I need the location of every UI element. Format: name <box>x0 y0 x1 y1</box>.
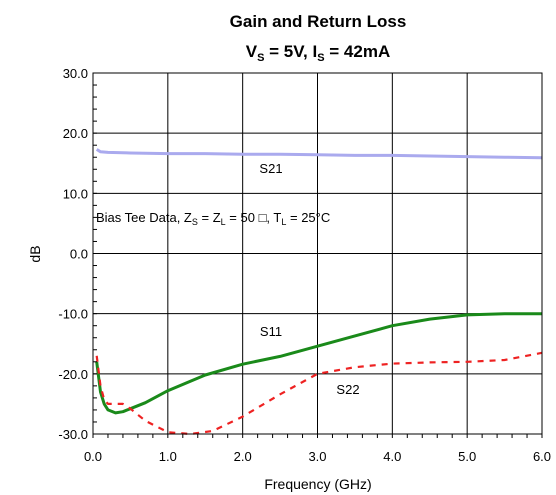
y-tick-label: 20.0 <box>63 126 88 141</box>
y-tick-label: -10.0 <box>58 307 88 322</box>
x-tick-label: 4.0 <box>383 449 401 464</box>
grid <box>93 73 542 434</box>
y-tick-label: -30.0 <box>58 427 88 442</box>
test-conditions-annotation: Bias Tee Data, ZS = ZL = 50 □, TL = 25°C <box>96 210 330 227</box>
series-s22-line <box>95 351 543 436</box>
series-label-s11: S11 <box>260 324 282 339</box>
x-tick-label: 5.0 <box>458 449 476 464</box>
y-tick-label: 0.0 <box>70 247 88 262</box>
y-axis-label: dB <box>27 245 43 262</box>
chart-title: Gain and Return Loss <box>230 12 407 31</box>
chart-subtitle: VS = 5V, IS = 42mA <box>246 42 391 64</box>
x-axis-label: Frequency (GHz) <box>264 476 371 492</box>
y-tick-label: 30.0 <box>63 66 88 81</box>
x-tick-label: 1.0 <box>159 449 177 464</box>
y-tick-label: 10.0 <box>63 186 88 201</box>
x-tick-label: 0.0 <box>84 449 102 464</box>
series-s21-line <box>95 148 543 160</box>
series-lines <box>95 148 543 436</box>
x-tick-label: 3.0 <box>308 449 326 464</box>
series-s11-line <box>95 312 542 415</box>
x-tick-label: 2.0 <box>234 449 252 464</box>
series-label-s21: S21 <box>259 161 282 176</box>
axis-ticks: 0.0 1.0 2.0 3.0 4.0 5.0 6.0 30.0 20.0 10.0 0.0 -10.… <box>58 66 551 464</box>
x-tick-label: 6.0 <box>533 449 551 464</box>
y-tick-label: -20.0 <box>58 367 88 382</box>
series-label-s22: S22 <box>336 382 359 397</box>
